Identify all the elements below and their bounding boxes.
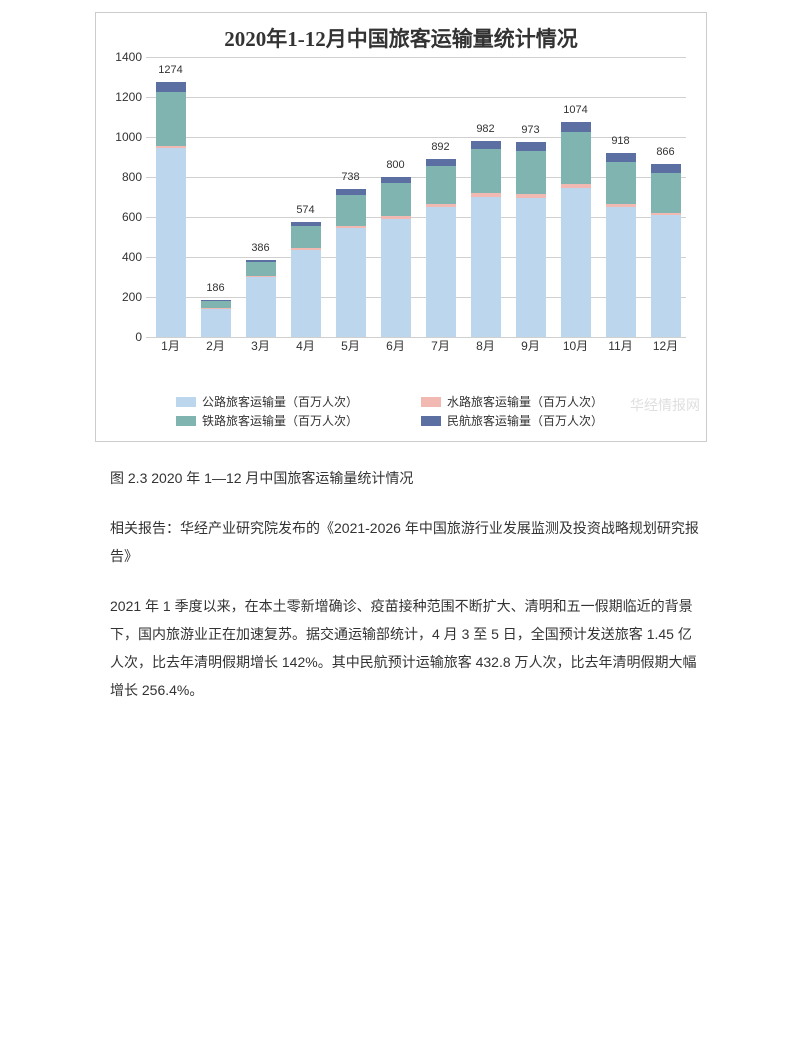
y-tick-label: 1200 (112, 90, 142, 104)
x-axis: 1月 2月 3月 4月 5月 6月 7月 8月 9月 10月 11月 12月 (146, 337, 686, 357)
bar-12: 866 (651, 164, 681, 337)
x-tick-label: 9月 (516, 337, 546, 354)
bar-5: 738 (336, 189, 366, 337)
bar-seg-road (246, 277, 276, 337)
bar-seg-air (426, 159, 456, 166)
bar-seg-road (336, 228, 366, 337)
bar-seg-road (381, 219, 411, 337)
legend-swatch (421, 416, 441, 426)
bar-total-label: 892 (426, 141, 456, 153)
y-tick-label: 1400 (112, 50, 142, 64)
x-tick-label: 8月 (471, 337, 501, 354)
x-tick-label: 11月 (606, 337, 636, 354)
y-tick-label: 400 (112, 250, 142, 264)
bar-seg-air (561, 122, 591, 131)
bar-seg-rail (651, 173, 681, 213)
x-tick-label: 12月 (651, 337, 681, 354)
bar-seg-rail (606, 162, 636, 204)
bar-11: 918 (606, 153, 636, 337)
bar-seg-rail (336, 195, 366, 226)
bar-total-label: 1074 (561, 104, 591, 116)
bar-total-label: 973 (516, 124, 546, 136)
legend-label: 民航旅客运输量（百万人次） (447, 412, 603, 429)
figure-caption: 图 2.3 2020 年 1—12 月中国旅客运输量统计情况 (110, 464, 702, 492)
legend-swatch (176, 397, 196, 407)
bar-seg-rail (516, 151, 546, 194)
y-tick-label: 200 (112, 290, 142, 304)
legend-item-road: 公路旅客运输量（百万人次） (176, 393, 411, 410)
legend-swatch (421, 397, 441, 407)
bar-seg-rail (561, 132, 591, 184)
y-axis: 0200400600800100012001400 (112, 57, 146, 337)
bar-seg-road (606, 207, 636, 337)
x-tick-label: 3月 (246, 337, 276, 354)
bar-seg-rail (201, 301, 231, 308)
x-tick-label: 7月 (426, 337, 456, 354)
y-tick-label: 600 (112, 210, 142, 224)
x-tick-label: 2月 (201, 337, 231, 354)
chart-plot-area: 0200400600800100012001400 12741863865747… (146, 57, 686, 387)
bar-seg-road (471, 197, 501, 337)
x-tick-label: 6月 (381, 337, 411, 354)
bar-seg-rail (381, 183, 411, 216)
bar-total-label: 186 (201, 282, 231, 294)
plot: 1274 186 386 574 738 800 892 982 973 1074 918 866 (146, 57, 686, 337)
legend-item-rail: 铁路旅客运输量（百万人次） (176, 412, 411, 429)
bar-seg-air (156, 82, 186, 92)
bar-total-label: 800 (381, 159, 411, 171)
bar-1: 1274 (156, 82, 186, 337)
legend-item-air: 民航旅客运输量（百万人次） (421, 412, 656, 429)
legend-label: 水路旅客运输量（百万人次） (447, 393, 603, 410)
bar-2: 186 (201, 300, 231, 337)
x-tick-label: 5月 (336, 337, 366, 354)
bar-4: 574 (291, 222, 321, 337)
bar-seg-rail (426, 166, 456, 204)
bar-total-label: 386 (246, 242, 276, 254)
bar-seg-air (516, 142, 546, 151)
x-tick-label: 10月 (561, 337, 591, 354)
bar-seg-air (606, 153, 636, 162)
bar-8: 982 (471, 141, 501, 337)
bar-seg-road (156, 148, 186, 337)
bar-seg-rail (291, 226, 321, 248)
bar-total-label: 1274 (156, 64, 186, 76)
bar-9: 973 (516, 142, 546, 337)
bar-seg-road (426, 207, 456, 337)
gridline (146, 57, 686, 58)
bar-total-label: 738 (336, 171, 366, 183)
legend-label: 铁路旅客运输量（百万人次） (202, 412, 358, 429)
bar-seg-rail (156, 92, 186, 146)
legend-item-water: 水路旅客运输量（百万人次） (421, 393, 656, 410)
x-tick-label: 1月 (156, 337, 186, 354)
bar-total-label: 918 (606, 135, 636, 147)
bar-seg-air (471, 141, 501, 149)
bar-seg-road (291, 250, 321, 337)
bar-seg-road (516, 198, 546, 337)
bar-total-label: 574 (291, 204, 321, 216)
legend-swatch (176, 416, 196, 426)
bar-total-label: 866 (651, 146, 681, 158)
bar-seg-road (651, 215, 681, 337)
gridline (146, 97, 686, 98)
bar-seg-road (201, 309, 231, 337)
bar-7: 892 (426, 159, 456, 337)
y-tick-label: 0 (112, 330, 142, 344)
paragraph-2: 2021 年 1 季度以来，在本土零新增确诊、疫苗接种范围不断扩大、清明和五一假… (110, 592, 702, 704)
bar-6: 800 (381, 177, 411, 337)
legend: 公路旅客运输量（百万人次） 水路旅客运输量（百万人次） 铁路旅客运输量（百万人次） 民… (176, 393, 656, 435)
y-tick-label: 1000 (112, 130, 142, 144)
bar-3: 386 (246, 260, 276, 337)
x-tick-label: 4月 (291, 337, 321, 354)
paragraph-1: 相关报告：华经产业研究院发布的《2021-2026 年中国旅游行业发展监测及投资… (110, 514, 702, 570)
bar-seg-air (651, 164, 681, 173)
bar-seg-rail (246, 262, 276, 276)
bar-10: 1074 (561, 122, 591, 337)
bar-seg-road (561, 188, 591, 337)
legend-label: 公路旅客运输量（百万人次） (202, 393, 358, 410)
chart-container: 2020年1-12月中国旅客运输量统计情况 0 200 400 600 800 1000 1… (95, 12, 707, 442)
chart-title: 2020年1-12月中国旅客运输量统计情况 (96, 13, 706, 57)
y-tick-label: 800 (112, 170, 142, 184)
bar-total-label: 982 (471, 123, 501, 135)
bar-seg-rail (471, 149, 501, 193)
